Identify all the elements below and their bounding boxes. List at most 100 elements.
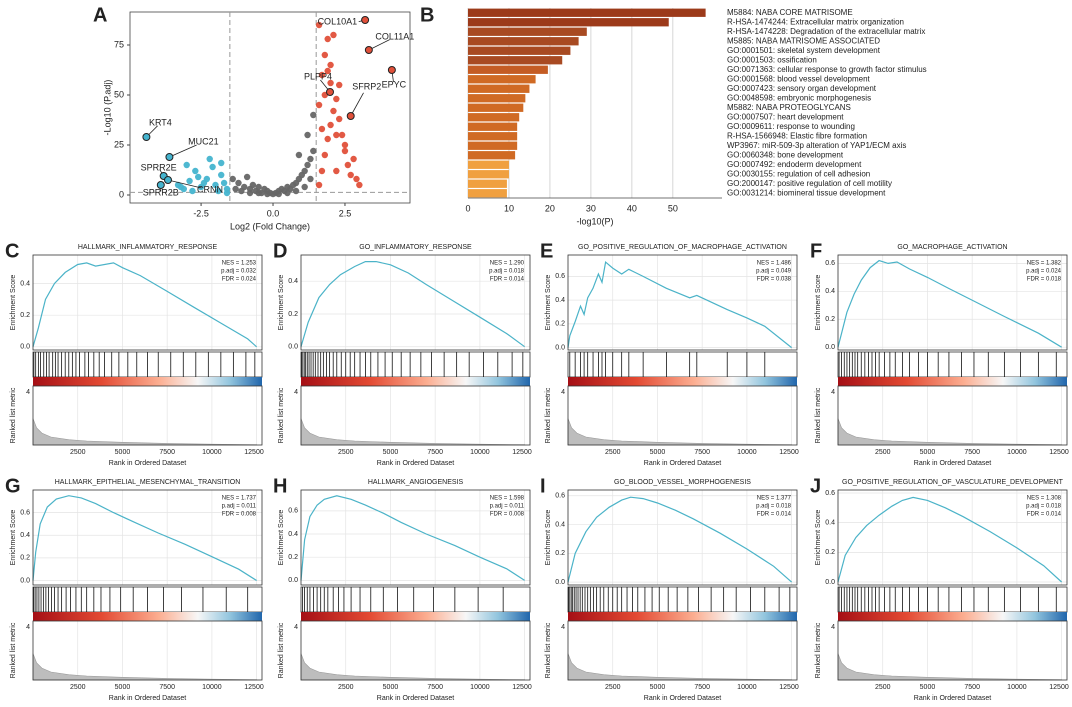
metric-axis-label: Ranked list metric [815, 622, 822, 678]
y-tick-label: 0 [119, 189, 124, 199]
point [183, 161, 190, 169]
point [321, 51, 329, 59]
y-tick-label: 0.4 [555, 521, 565, 528]
x-tick-label: 40 [627, 203, 637, 213]
y-tick-label: 0.0 [288, 577, 298, 584]
point [324, 67, 331, 75]
gene-label: MUC21 [188, 136, 219, 146]
stat-label: FDR = 0.024 [222, 277, 257, 283]
metric-tick-label: 4 [831, 624, 835, 631]
bar [468, 75, 536, 84]
point [333, 131, 340, 139]
x-tick-label: 2500 [70, 449, 86, 456]
point [218, 159, 225, 167]
x-tick-label: 2500 [605, 449, 621, 456]
panel-title: GO_BLOOD_VESSEL_MORPHOGENESIS [614, 479, 751, 486]
es-frame [837, 489, 1068, 586]
point [304, 131, 311, 139]
y-tick-label: 0.0 [20, 344, 30, 351]
x-tick-label: 5000 [383, 449, 399, 456]
x-tick-label: 12500 [779, 684, 799, 691]
metric-frame [837, 620, 1068, 681]
point [315, 21, 323, 29]
gene-label: CRNN [197, 184, 223, 194]
point [321, 151, 329, 159]
point [333, 95, 340, 103]
point [318, 125, 326, 133]
y-tick-label: 50 [114, 89, 124, 99]
panel-title: HALLMARK_INFLAMMATORY_RESPONSE [78, 244, 218, 251]
metric-axis-label: Ranked list metric [278, 622, 285, 678]
category-label: GO:0071363: cellular response to growth … [727, 65, 927, 74]
x-axis-label: Rank in Ordered Dataset [109, 695, 186, 702]
x-tick-label: 10000 [737, 684, 757, 691]
category-label: GO:0007507: heart development [727, 112, 844, 121]
labeled-point [387, 66, 396, 74]
y-axis-label: -Log10 (P.adj) [102, 80, 112, 136]
point [336, 81, 343, 89]
rank-color-bar [301, 612, 530, 621]
plot-frame [129, 11, 411, 204]
hit-frame [567, 351, 798, 378]
y-axis-label: Enrichment Score [278, 510, 285, 566]
point [341, 141, 349, 149]
metric-frame [32, 620, 263, 681]
metric-axis-label: Ranked list metric [10, 622, 17, 678]
point [249, 181, 257, 189]
y-tick-label: 25 [114, 139, 124, 149]
x-tick-label: 10000 [1007, 684, 1027, 691]
category-label: WP3967: miR-509-3p alteration of YAP1/EC… [727, 141, 906, 150]
category-label: GO:0007492: endoderm development [727, 160, 862, 169]
metric-axis-label: Ranked list metric [815, 387, 822, 443]
point [330, 31, 337, 39]
category-label: GO:0030155: regulation of cell adhesion [727, 169, 870, 178]
stat-label: p.adj = 0.024 [1026, 269, 1062, 275]
es-frame [567, 489, 798, 586]
y-axis-label: Enrichment Score [545, 510, 552, 566]
panel-title: GO_POSITIVE_REGULATION_OF_MACROPHAGE_ACT… [578, 244, 787, 251]
x-axis-label: Rank in Ordered Dataset [644, 695, 721, 702]
metric-area [32, 418, 257, 446]
hit-frame [567, 586, 798, 613]
category-label: GO:0001503: ossification [727, 55, 817, 64]
gene-label: COL10A1 [318, 16, 358, 26]
x-tick-label: 12500 [244, 449, 264, 456]
x-axis-label: Rank in Ordered Dataset [109, 460, 186, 467]
point [333, 167, 340, 175]
x-tick-label: -2.5 [193, 208, 209, 218]
enrichment-curve [300, 495, 525, 581]
y-tick-label: 0.4 [825, 520, 835, 527]
labeled-point [361, 16, 370, 24]
labeled-point [346, 112, 355, 120]
x-tick-label: 2500 [338, 684, 354, 691]
point [315, 181, 323, 189]
bar [468, 46, 571, 55]
x-axis-label: Rank in Ordered Dataset [377, 460, 454, 467]
point [336, 115, 343, 123]
stat-label: NES = 1.308 [1027, 496, 1062, 502]
x-tick-label: 12500 [512, 449, 532, 456]
point [192, 167, 199, 175]
y-tick-label: 0.6 [555, 273, 565, 280]
point [243, 173, 251, 181]
es-frame [32, 254, 263, 351]
metric-area [300, 418, 525, 446]
bar [468, 141, 518, 150]
y-tick-label: 0.2 [555, 550, 565, 557]
x-tick-label: 2500 [605, 684, 621, 691]
bar [468, 151, 516, 160]
panel-letter: I [540, 475, 546, 497]
bar [468, 94, 526, 103]
y-tick-label: 0.6 [825, 260, 835, 267]
category-label: GO:0048598: embryonic morphogenesis [727, 93, 871, 102]
point [206, 155, 213, 163]
category-label: GO:0007423: sensory organ development [727, 84, 877, 93]
bar [468, 8, 706, 17]
metric-area [32, 653, 257, 681]
point [189, 187, 196, 195]
bar [468, 170, 509, 179]
y-tick-label: 0.4 [20, 280, 30, 287]
point [235, 179, 242, 187]
panel-title: GO_MACROPHAGE_ACTIVATION [897, 244, 1007, 251]
x-axis-label: -log10(P) [576, 216, 613, 226]
